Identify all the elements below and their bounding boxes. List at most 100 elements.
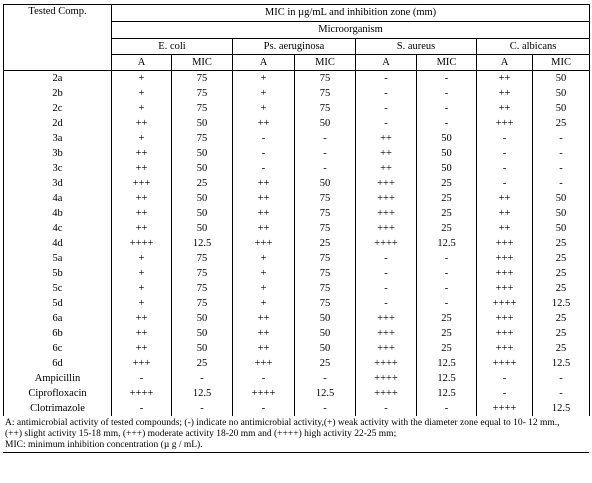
mic-value-cell: 12.5 <box>531 296 591 311</box>
activity-cell: ++ <box>111 326 172 341</box>
activity-cell: +++ <box>476 311 533 326</box>
compound-name-cell: 2c <box>3 101 112 116</box>
compound-name-cell: 5c <box>3 281 112 296</box>
table-row: 5b +75 +75- - +++ 25 <box>3 266 591 281</box>
mic-value-cell: 50 <box>171 146 233 161</box>
table-row: Ciprofloxacin ++++ 12.5 ++++ 12.5 ++++ 12.5- - <box>3 386 591 401</box>
mic-value-cell: 25 <box>531 326 591 341</box>
table-row: 3c ++ 50- - ++ 50- - <box>3 161 591 176</box>
activity-cell: ++ <box>232 311 295 326</box>
mic-value-cell: 25 <box>171 176 233 191</box>
activity-cell: ++ <box>232 341 295 356</box>
mic-value-cell: 75 <box>294 296 356 311</box>
compound-name-cell: 6b <box>3 326 112 341</box>
mic-value-cell: 75 <box>171 70 233 86</box>
microorganism-header: Microorganism <box>110 21 591 39</box>
mic-value-cell: 75 <box>294 70 356 86</box>
organism-header-ecoli: E. coli <box>111 38 233 55</box>
activity-cell: +++ <box>355 311 417 326</box>
mic-value-cell: 12.5 <box>416 236 477 251</box>
mic-value-cell: 50 <box>294 311 356 326</box>
compound-name-cell: 5d <box>3 296 112 311</box>
mic-value-cell: 25 <box>171 356 233 371</box>
activity-cell: ++ <box>355 146 417 161</box>
table-row: 4c ++ 50 ++ 75 +++ 25 ++ 50 <box>3 221 591 236</box>
activity-cell: - <box>232 371 295 386</box>
activity-cell: +++ <box>111 176 172 191</box>
col-mic-header: MIC <box>416 54 477 71</box>
mic-value-cell: 75 <box>171 101 233 116</box>
activity-cell: + <box>111 70 172 86</box>
mic-value-cell: 75 <box>294 191 356 206</box>
col-a-header: A <box>232 54 295 71</box>
mic-value-cell: 50 <box>171 161 233 176</box>
activity-cell: + <box>111 251 172 266</box>
compound-name-cell: Ciprofloxacin <box>3 386 112 401</box>
activity-cell: - <box>355 86 417 101</box>
mic-value-cell: 25 <box>416 221 477 236</box>
mic-value-cell: 50 <box>531 101 591 116</box>
compound-name-cell: 6c <box>3 341 112 356</box>
activity-cell: ++++ <box>355 236 417 251</box>
col-a-header: A <box>111 54 172 71</box>
table-row: 6d +++ 25 +++ 25 ++++ 12.5 ++++ 12.5 <box>3 356 591 371</box>
mic-value-cell: 75 <box>294 101 356 116</box>
mic-value-cell: 25 <box>416 176 477 191</box>
header-row-columns: A MIC A MIC A MIC A MIC <box>4 54 591 71</box>
mic-value-cell: 75 <box>171 281 233 296</box>
activity-cell: ++++ <box>232 386 295 401</box>
activity-cell: +++ <box>476 326 533 341</box>
mic-value-cell: 75 <box>294 266 356 281</box>
activity-cell: +++ <box>355 341 417 356</box>
activity-cell: - <box>111 371 172 386</box>
mic-value-cell: - <box>531 371 591 386</box>
activity-cell: - <box>476 161 533 176</box>
mic-value-cell: 25 <box>531 281 591 296</box>
mic-value-cell: 50 <box>171 206 233 221</box>
mic-value-cell: 50 <box>531 206 591 221</box>
activity-cell: ++++ <box>111 236 172 251</box>
mic-value-cell: - <box>294 161 356 176</box>
compound-name-cell: Clotrimazole <box>3 401 112 416</box>
activity-cell: +++ <box>476 236 533 251</box>
footnote-line: MIC: minimum inhibition concentration (µ… <box>5 440 203 450</box>
table-row: 4b ++ 50 ++ 75 +++ 25 ++ 50 <box>3 206 591 221</box>
mic-value-cell: 25 <box>416 326 477 341</box>
compound-name-cell: 5a <box>3 251 112 266</box>
activity-cell: - <box>355 116 417 131</box>
mic-value-cell: 75 <box>294 86 356 101</box>
activity-cell: ++ <box>476 191 533 206</box>
mic-value-cell: 25 <box>416 206 477 221</box>
activity-cell: ++ <box>476 221 533 236</box>
mic-value-cell: 25 <box>531 341 591 356</box>
activity-cell: ++ <box>355 161 417 176</box>
activity-cell: + <box>232 70 295 86</box>
mic-value-cell: 50 <box>416 161 477 176</box>
activity-cell: +++ <box>355 221 417 236</box>
mic-table: Tested Comp. MIC in µg/mL and inhibition… <box>3 4 591 416</box>
mic-value-cell: - <box>416 266 477 281</box>
mic-value-cell: - <box>416 281 477 296</box>
compound-name-cell: Ampicillin <box>3 371 112 386</box>
activity-cell: ++ <box>232 191 295 206</box>
activity-cell: ++++ <box>355 356 417 371</box>
activity-cell: ++++ <box>476 401 533 416</box>
mic-value-cell: 75 <box>294 281 356 296</box>
activity-cell: - <box>355 281 417 296</box>
mic-value-cell: 75 <box>171 296 233 311</box>
mic-value-cell: 12.5 <box>531 401 591 416</box>
activity-cell: ++ <box>476 206 533 221</box>
table-row: 2d ++ 50 ++ 50- - +++ 25 <box>3 116 591 131</box>
table-footnote: A: antimicrobial activity of tested comp… <box>3 416 589 453</box>
mic-value-cell: - <box>416 86 477 101</box>
mic-value-cell: 50 <box>171 116 233 131</box>
activity-cell: - <box>476 371 533 386</box>
table-body: Tested Comp. MIC in µg/mL and inhibition… <box>3 4 591 416</box>
table-row: 5d +75 +75- - ++++ 12.5 <box>3 296 591 311</box>
mic-value-cell: 25 <box>531 236 591 251</box>
activity-cell: +++ <box>355 176 417 191</box>
activity-cell: + <box>111 131 172 146</box>
activity-cell: ++ <box>476 101 533 116</box>
table-row: Ampicillin - - - - ++++ 12.5- - <box>3 371 591 386</box>
mic-value-cell: 50 <box>294 341 356 356</box>
